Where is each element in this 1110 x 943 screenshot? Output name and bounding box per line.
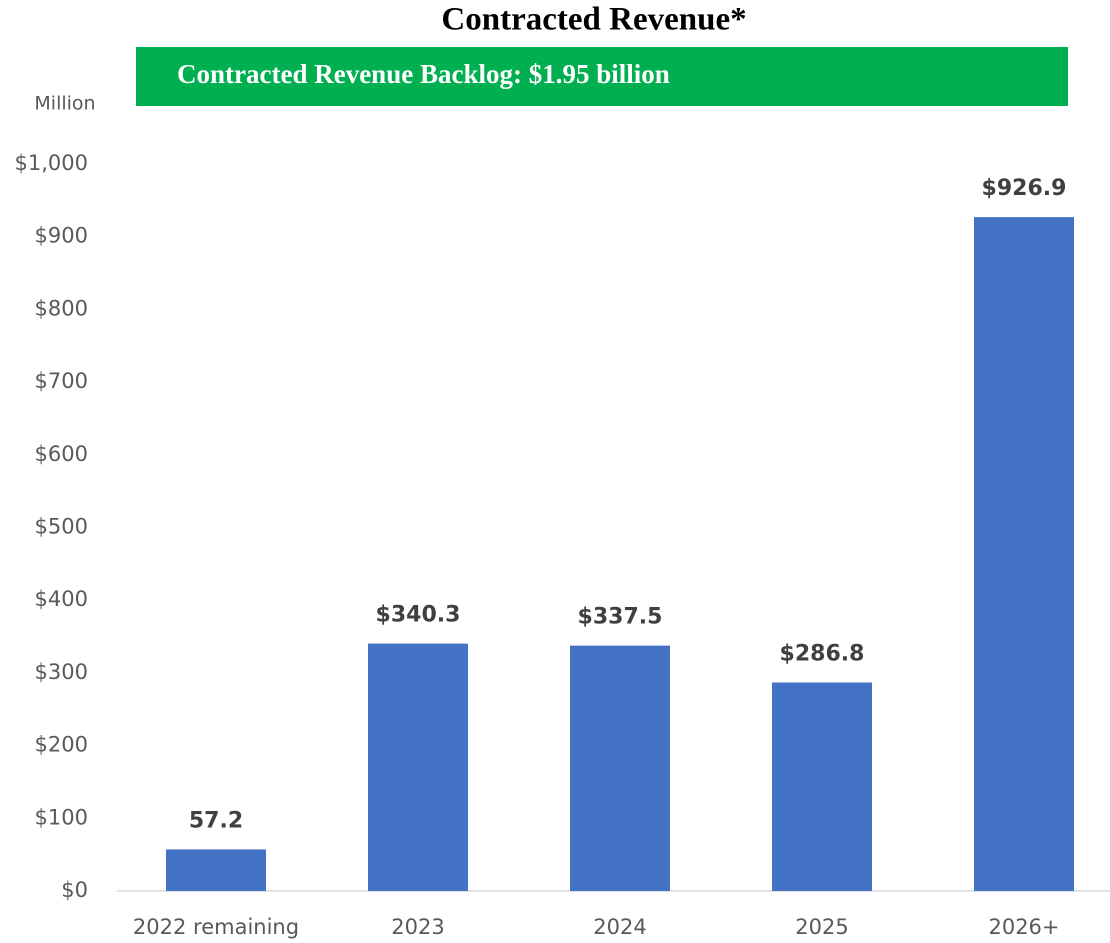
bar	[772, 682, 872, 891]
bar	[570, 645, 670, 891]
bar	[974, 217, 1074, 892]
bar	[368, 643, 468, 891]
banner-text: Contracted Revenue Backlog: $1.95 billio…	[177, 59, 670, 89]
y-tick-label: $700	[35, 369, 88, 393]
data-label: $286.8	[780, 641, 865, 666]
data-label: $337.5	[578, 605, 663, 630]
x-tick-label: 2024	[593, 915, 646, 939]
y-tick-label: $900	[35, 224, 88, 248]
y-tick-label: $800	[35, 296, 88, 320]
data-label: $340.3	[376, 603, 461, 628]
banner	[136, 47, 1068, 106]
y-tick-label: $100	[35, 805, 88, 829]
y-tick-label: $500	[35, 515, 88, 539]
y-tick-label: $0	[61, 878, 88, 902]
x-tick-label: 2022 remaining	[133, 915, 299, 939]
data-label: $926.9	[982, 176, 1067, 201]
data-label: 57.2	[189, 808, 243, 833]
y-axis-label: Million	[34, 93, 95, 115]
y-tick-label: $200	[35, 733, 88, 757]
y-tick-label: $600	[35, 442, 88, 466]
chart-title: Contracted Revenue*	[441, 2, 746, 38]
y-tick-label: $1,000	[15, 151, 88, 175]
x-tick-label: 2025	[795, 915, 848, 939]
x-tick-label: 2023	[391, 915, 444, 939]
x-tick-label: 2026+	[988, 915, 1059, 939]
bar	[166, 849, 266, 891]
y-tick-label: $400	[35, 587, 88, 611]
y-tick-label: $300	[35, 660, 88, 684]
